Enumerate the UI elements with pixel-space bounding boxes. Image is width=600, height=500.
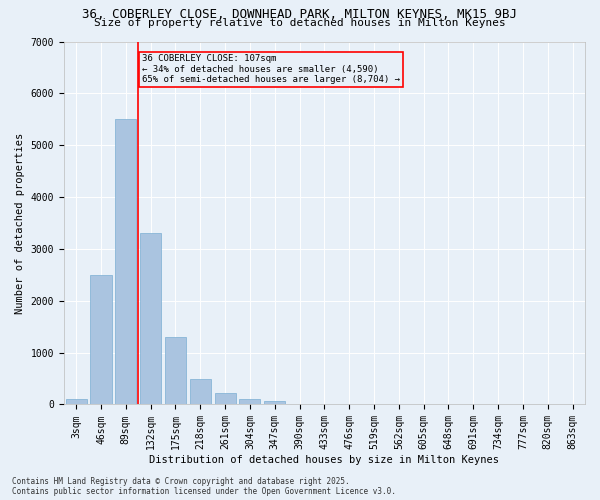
Bar <box>140 234 161 404</box>
Bar <box>215 393 236 404</box>
Text: Size of property relative to detached houses in Milton Keynes: Size of property relative to detached ho… <box>94 18 506 28</box>
Text: 36, COBERLEY CLOSE, DOWNHEAD PARK, MILTON KEYNES, MK15 9BJ: 36, COBERLEY CLOSE, DOWNHEAD PARK, MILTO… <box>83 8 517 20</box>
Bar <box>115 120 136 405</box>
Y-axis label: Number of detached properties: Number of detached properties <box>15 132 25 314</box>
Text: 36 COBERLEY CLOSE: 107sqm
← 34% of detached houses are smaller (4,590)
65% of se: 36 COBERLEY CLOSE: 107sqm ← 34% of detac… <box>142 54 400 84</box>
Bar <box>91 275 112 404</box>
Bar <box>190 379 211 404</box>
X-axis label: Distribution of detached houses by size in Milton Keynes: Distribution of detached houses by size … <box>149 455 499 465</box>
Bar <box>65 400 87 404</box>
Bar <box>239 400 260 404</box>
Bar <box>165 337 186 404</box>
Bar <box>264 401 285 404</box>
Text: Contains HM Land Registry data © Crown copyright and database right 2025.
Contai: Contains HM Land Registry data © Crown c… <box>12 476 396 496</box>
